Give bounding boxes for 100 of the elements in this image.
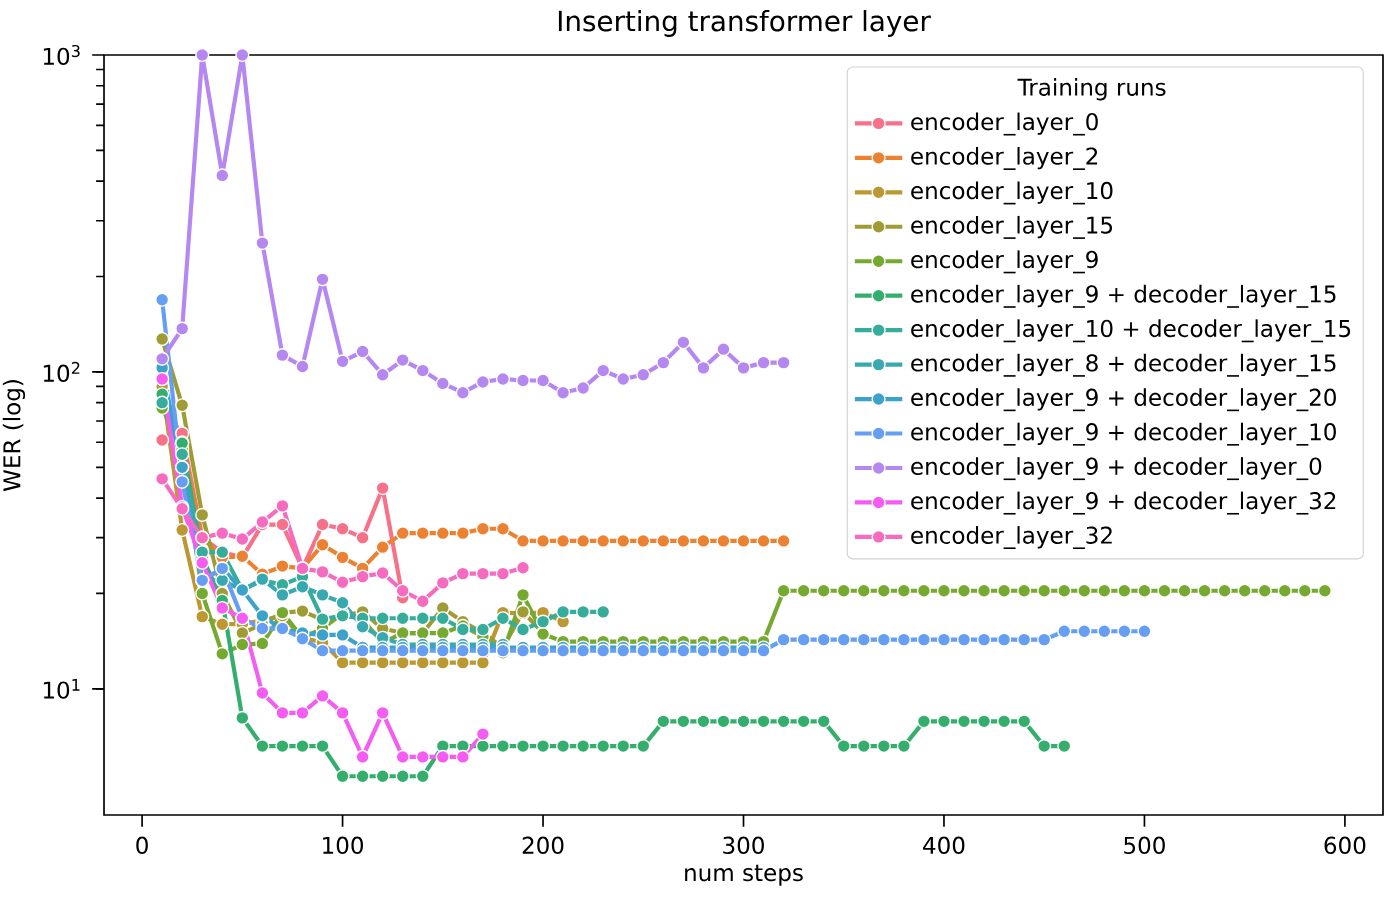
point bbox=[916, 714, 932, 729]
point bbox=[816, 714, 831, 729]
point bbox=[696, 360, 711, 375]
point bbox=[796, 714, 811, 729]
point bbox=[435, 575, 450, 590]
point bbox=[1257, 583, 1272, 598]
point bbox=[856, 738, 871, 754]
point bbox=[515, 587, 531, 602]
point bbox=[275, 348, 290, 363]
x-axis-title: num steps bbox=[685, 864, 803, 886]
point bbox=[455, 526, 470, 541]
y-axis-title: WER (log) bbox=[2, 380, 26, 492]
point bbox=[1137, 624, 1152, 639]
legend-label: encoder_layer_32 bbox=[911, 526, 1112, 550]
y-tick-label: 10$^{2}$ bbox=[43, 361, 80, 382]
point bbox=[215, 646, 230, 661]
point bbox=[596, 604, 611, 619]
point bbox=[155, 432, 170, 448]
point bbox=[776, 632, 791, 647]
point bbox=[836, 738, 851, 754]
point bbox=[395, 526, 410, 541]
point bbox=[636, 533, 651, 548]
point bbox=[315, 738, 330, 754]
legend-label: encoder_layer_9 bbox=[911, 250, 1098, 274]
point bbox=[315, 643, 330, 658]
point bbox=[415, 749, 430, 764]
point bbox=[696, 533, 711, 548]
point bbox=[736, 533, 751, 548]
point bbox=[175, 321, 190, 336]
point bbox=[475, 727, 490, 742]
point bbox=[195, 507, 210, 522]
point bbox=[555, 385, 571, 400]
point bbox=[515, 533, 531, 548]
point bbox=[576, 380, 591, 396]
point bbox=[315, 688, 330, 704]
point bbox=[435, 625, 450, 641]
point bbox=[876, 738, 891, 754]
point bbox=[295, 603, 310, 619]
point bbox=[395, 583, 410, 598]
point bbox=[1217, 583, 1232, 598]
x-tick-label: 0 bbox=[136, 836, 148, 855]
point bbox=[1037, 632, 1052, 647]
point bbox=[295, 705, 310, 720]
point bbox=[355, 569, 370, 584]
point bbox=[535, 533, 551, 548]
y-tick-label: 10$^{3}$ bbox=[43, 44, 80, 66]
point bbox=[1037, 583, 1052, 598]
point bbox=[435, 749, 450, 764]
point bbox=[1177, 583, 1192, 598]
point bbox=[515, 560, 531, 575]
point bbox=[756, 714, 771, 729]
point bbox=[235, 531, 250, 547]
point bbox=[836, 632, 851, 647]
point bbox=[997, 714, 1012, 729]
point bbox=[155, 395, 170, 410]
point bbox=[576, 604, 591, 619]
legend-label: encoder_layer_15 bbox=[911, 215, 1113, 239]
point bbox=[756, 355, 771, 370]
legend-label: encoder_layer_9 + decoder_layer_10 bbox=[911, 422, 1336, 446]
point bbox=[255, 621, 270, 636]
point bbox=[1077, 583, 1092, 598]
point bbox=[696, 714, 711, 729]
point bbox=[355, 344, 370, 359]
point bbox=[716, 533, 731, 548]
point bbox=[315, 627, 330, 642]
point bbox=[495, 738, 511, 754]
point bbox=[936, 714, 952, 729]
point bbox=[1017, 583, 1032, 598]
point bbox=[435, 526, 450, 541]
point bbox=[756, 533, 771, 548]
point bbox=[455, 385, 470, 400]
point bbox=[355, 769, 370, 784]
point bbox=[535, 614, 551, 629]
point bbox=[1117, 624, 1132, 639]
point bbox=[716, 342, 731, 357]
point bbox=[495, 521, 511, 536]
legend-label: encoder_layer_8 + decoder_layer_15 bbox=[911, 353, 1336, 377]
point bbox=[275, 587, 290, 602]
point bbox=[555, 738, 571, 754]
point bbox=[976, 583, 992, 598]
point bbox=[315, 272, 330, 287]
point bbox=[255, 636, 270, 651]
point bbox=[716, 714, 731, 729]
legend-label: encoder_layer_9 + decoder_layer_20 bbox=[911, 388, 1336, 412]
point bbox=[475, 374, 490, 390]
point bbox=[555, 604, 571, 619]
point bbox=[355, 655, 370, 670]
point bbox=[1097, 583, 1112, 598]
legend-label: encoder_layer_2 bbox=[911, 147, 1098, 170]
point bbox=[876, 583, 891, 598]
point bbox=[976, 632, 992, 647]
point bbox=[916, 583, 932, 598]
point bbox=[395, 769, 410, 784]
point bbox=[596, 738, 611, 754]
legend-title: Training runs bbox=[1017, 78, 1166, 101]
point bbox=[235, 710, 250, 725]
point bbox=[415, 594, 430, 609]
point bbox=[656, 355, 671, 370]
point bbox=[335, 627, 350, 642]
point bbox=[796, 632, 811, 647]
